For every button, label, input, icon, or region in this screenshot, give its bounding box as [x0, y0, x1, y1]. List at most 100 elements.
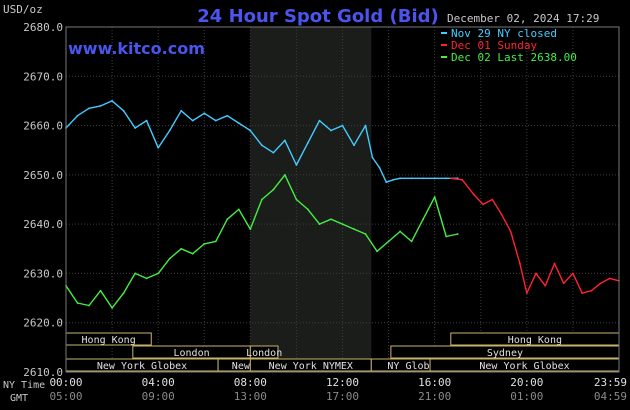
- x-tick-label-ny: 00:00: [49, 376, 82, 389]
- data-point: [461, 178, 464, 181]
- data-point: [482, 203, 484, 206]
- legend-entry: Dec 02 Last 2638.00: [451, 51, 577, 64]
- data-point: [318, 119, 321, 122]
- x-tick-label-ny: 04:00: [142, 376, 175, 389]
- data-point: [472, 193, 475, 196]
- session-box: [249, 345, 279, 359]
- data-point: [387, 240, 390, 243]
- data-point: [318, 223, 321, 226]
- session-label: Hong Kong: [82, 335, 136, 346]
- data-point: [99, 289, 102, 292]
- data-point: [572, 272, 574, 275]
- data-point: [88, 107, 90, 110]
- session-bar: Hong Kong: [450, 332, 620, 346]
- data-point: [157, 272, 160, 275]
- data-point: [283, 139, 286, 142]
- data-point: [330, 218, 332, 221]
- session-bar: New York NYMEX: [249, 358, 372, 372]
- data-point: [410, 240, 413, 243]
- market-sessions: Hong Kong Hong Kong London London Sydney New …: [65, 332, 620, 372]
- data-point: [525, 292, 528, 295]
- x-row-ny-label: NY Time: [3, 380, 45, 391]
- data-point: [422, 177, 425, 180]
- y-tick-label: 2650.0: [23, 169, 63, 182]
- session-bar: London: [132, 345, 251, 359]
- data-point: [76, 114, 79, 117]
- data-point: [88, 304, 90, 307]
- data-point: [553, 262, 556, 265]
- data-point: [399, 177, 402, 180]
- legend-entry: Dec 01 Sunday: [451, 39, 537, 52]
- data-point: [364, 124, 367, 127]
- brand-label: www.kitco.com: [68, 39, 205, 58]
- series-lines: [65, 100, 620, 309]
- data-point: [449, 177, 452, 180]
- y-tick-label: 2680.0: [23, 21, 63, 34]
- y-tick-label: 2660.0: [23, 120, 63, 133]
- data-point: [157, 146, 160, 149]
- data-point: [378, 166, 381, 169]
- y-tick-label: 2670.0: [23, 70, 63, 83]
- data-point: [491, 198, 494, 201]
- x-tick-label-gmt: 21:00: [418, 390, 451, 403]
- session-bar: New York Globex: [65, 358, 219, 372]
- data-point: [272, 188, 275, 191]
- data-point: [341, 223, 344, 226]
- data-point: [237, 122, 240, 125]
- data-point: [134, 272, 137, 275]
- x-tick-label-gmt: 17:00: [326, 390, 359, 403]
- data-point: [283, 173, 286, 176]
- y-tick-labels: 2680.0 2670.0 2660.0 2650.0 2640.0 2630.0 2620…: [23, 21, 63, 379]
- data-point: [180, 109, 183, 112]
- data-point: [445, 177, 448, 180]
- data-point: [295, 164, 298, 166]
- data-point: [341, 124, 344, 127]
- x-tick-label-gmt: 05:00: [49, 390, 82, 403]
- x-tick-label-ny: 23:59: [594, 376, 627, 389]
- data-point: [260, 198, 263, 201]
- y-axis-unit: USD/oz: [3, 3, 43, 16]
- data-point: [456, 233, 459, 235]
- data-point: [433, 177, 436, 180]
- data-point: [260, 144, 263, 147]
- data-point: [168, 129, 171, 132]
- data-point: [410, 177, 413, 180]
- data-point: [353, 228, 355, 230]
- x-tick-label-ny: 12:00: [326, 376, 359, 389]
- data-point: [122, 109, 125, 112]
- data-point: [399, 230, 402, 233]
- session-bar: London: [246, 345, 282, 359]
- session-label: NY Globex: [387, 361, 441, 372]
- data-point: [422, 218, 425, 221]
- session-label: New York Globex: [479, 361, 569, 372]
- data-point: [99, 104, 102, 107]
- data-point: [122, 292, 125, 295]
- data-point: [168, 257, 171, 260]
- data-point: [433, 196, 436, 198]
- data-point: [376, 250, 378, 253]
- session-label: Sydney: [487, 348, 523, 359]
- session-label: New York Globex: [97, 361, 187, 372]
- data-point: [203, 242, 206, 245]
- data-point: [111, 100, 113, 102]
- data-point: [519, 262, 521, 265]
- data-point: [371, 156, 374, 159]
- data-point: [608, 277, 611, 280]
- data-point: [134, 127, 137, 129]
- data-point: [76, 302, 79, 304]
- session-label: New York NYMEX: [269, 361, 353, 372]
- x-row-gmt-label: GMT: [10, 393, 28, 404]
- data-point: [581, 292, 584, 295]
- data-point: [330, 129, 332, 132]
- data-point: [237, 208, 240, 211]
- data-point: [562, 282, 565, 285]
- data-point: [226, 114, 229, 117]
- data-point: [307, 141, 309, 144]
- data-point: [180, 247, 183, 250]
- data-point: [590, 289, 593, 292]
- data-point: [364, 233, 367, 235]
- x-tick-label-gmt: 04:59: [594, 390, 627, 403]
- data-point: [191, 252, 194, 255]
- x-tick-label-ny: 16:00: [418, 376, 451, 389]
